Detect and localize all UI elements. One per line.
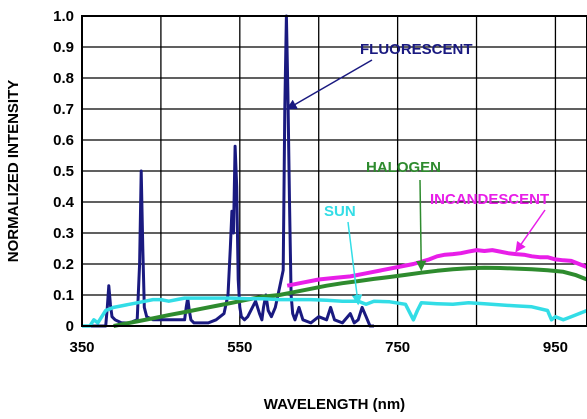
- y-tick-label: 0.3: [53, 225, 74, 242]
- annotation-label-halogen: HALOGEN: [366, 159, 441, 176]
- x-tick-label: 750: [385, 339, 410, 356]
- series-layer: [82, 14, 587, 328]
- y-tick-label: 1.0: [53, 8, 74, 25]
- plot-frame: [81, 15, 587, 327]
- y-tick-label: 0.1: [53, 287, 74, 304]
- annotation-arrow-incandescent: [515, 209, 546, 253]
- y-tick-label: 0.4: [53, 194, 75, 211]
- annotation-label-sun: SUN: [324, 203, 356, 220]
- annotation-label-incandescent: INCANDESCENT: [430, 191, 549, 208]
- y-tick-label: 0.2: [53, 256, 74, 273]
- x-tick-label: 550: [227, 339, 252, 356]
- series-incandescent-line: [286, 248, 587, 288]
- y-tick-label: 0: [66, 318, 74, 335]
- annotations: FLUORESCENT HALOGEN INCANDESCENT SUN: [286, 41, 549, 306]
- x-axis-label: WAVELENGTH (nm): [264, 396, 405, 413]
- y-tick-label: 0.6: [53, 132, 74, 149]
- annotation-arrow-halogen: [415, 179, 427, 272]
- series-halogen-line: [113, 265, 587, 328]
- y-tick-label: 0.8: [53, 70, 74, 87]
- series-sun-line: [82, 296, 587, 328]
- tick-labels: 0 0.1 0.2 0.3 0.4 0.5 0.6 0.7 0.8 0.9 1.0 350 550 750…: [53, 8, 568, 356]
- x-tick-label: 950: [543, 339, 568, 356]
- y-tick-label: 0.7: [53, 101, 74, 118]
- annotation-arrow-fluorescent: [286, 59, 373, 110]
- y-tick-label: 0.9: [53, 39, 74, 56]
- annotation-label-fluorescent: FLUORESCENT: [360, 41, 473, 58]
- annotation-arrow-sun: [347, 221, 363, 306]
- y-axis-label: NORMALIZED INTENSITY: [5, 80, 22, 263]
- y-tick-label: 0.5: [53, 163, 74, 180]
- x-tick-label: 350: [69, 339, 94, 356]
- series-fluorescent-line: [82, 14, 374, 328]
